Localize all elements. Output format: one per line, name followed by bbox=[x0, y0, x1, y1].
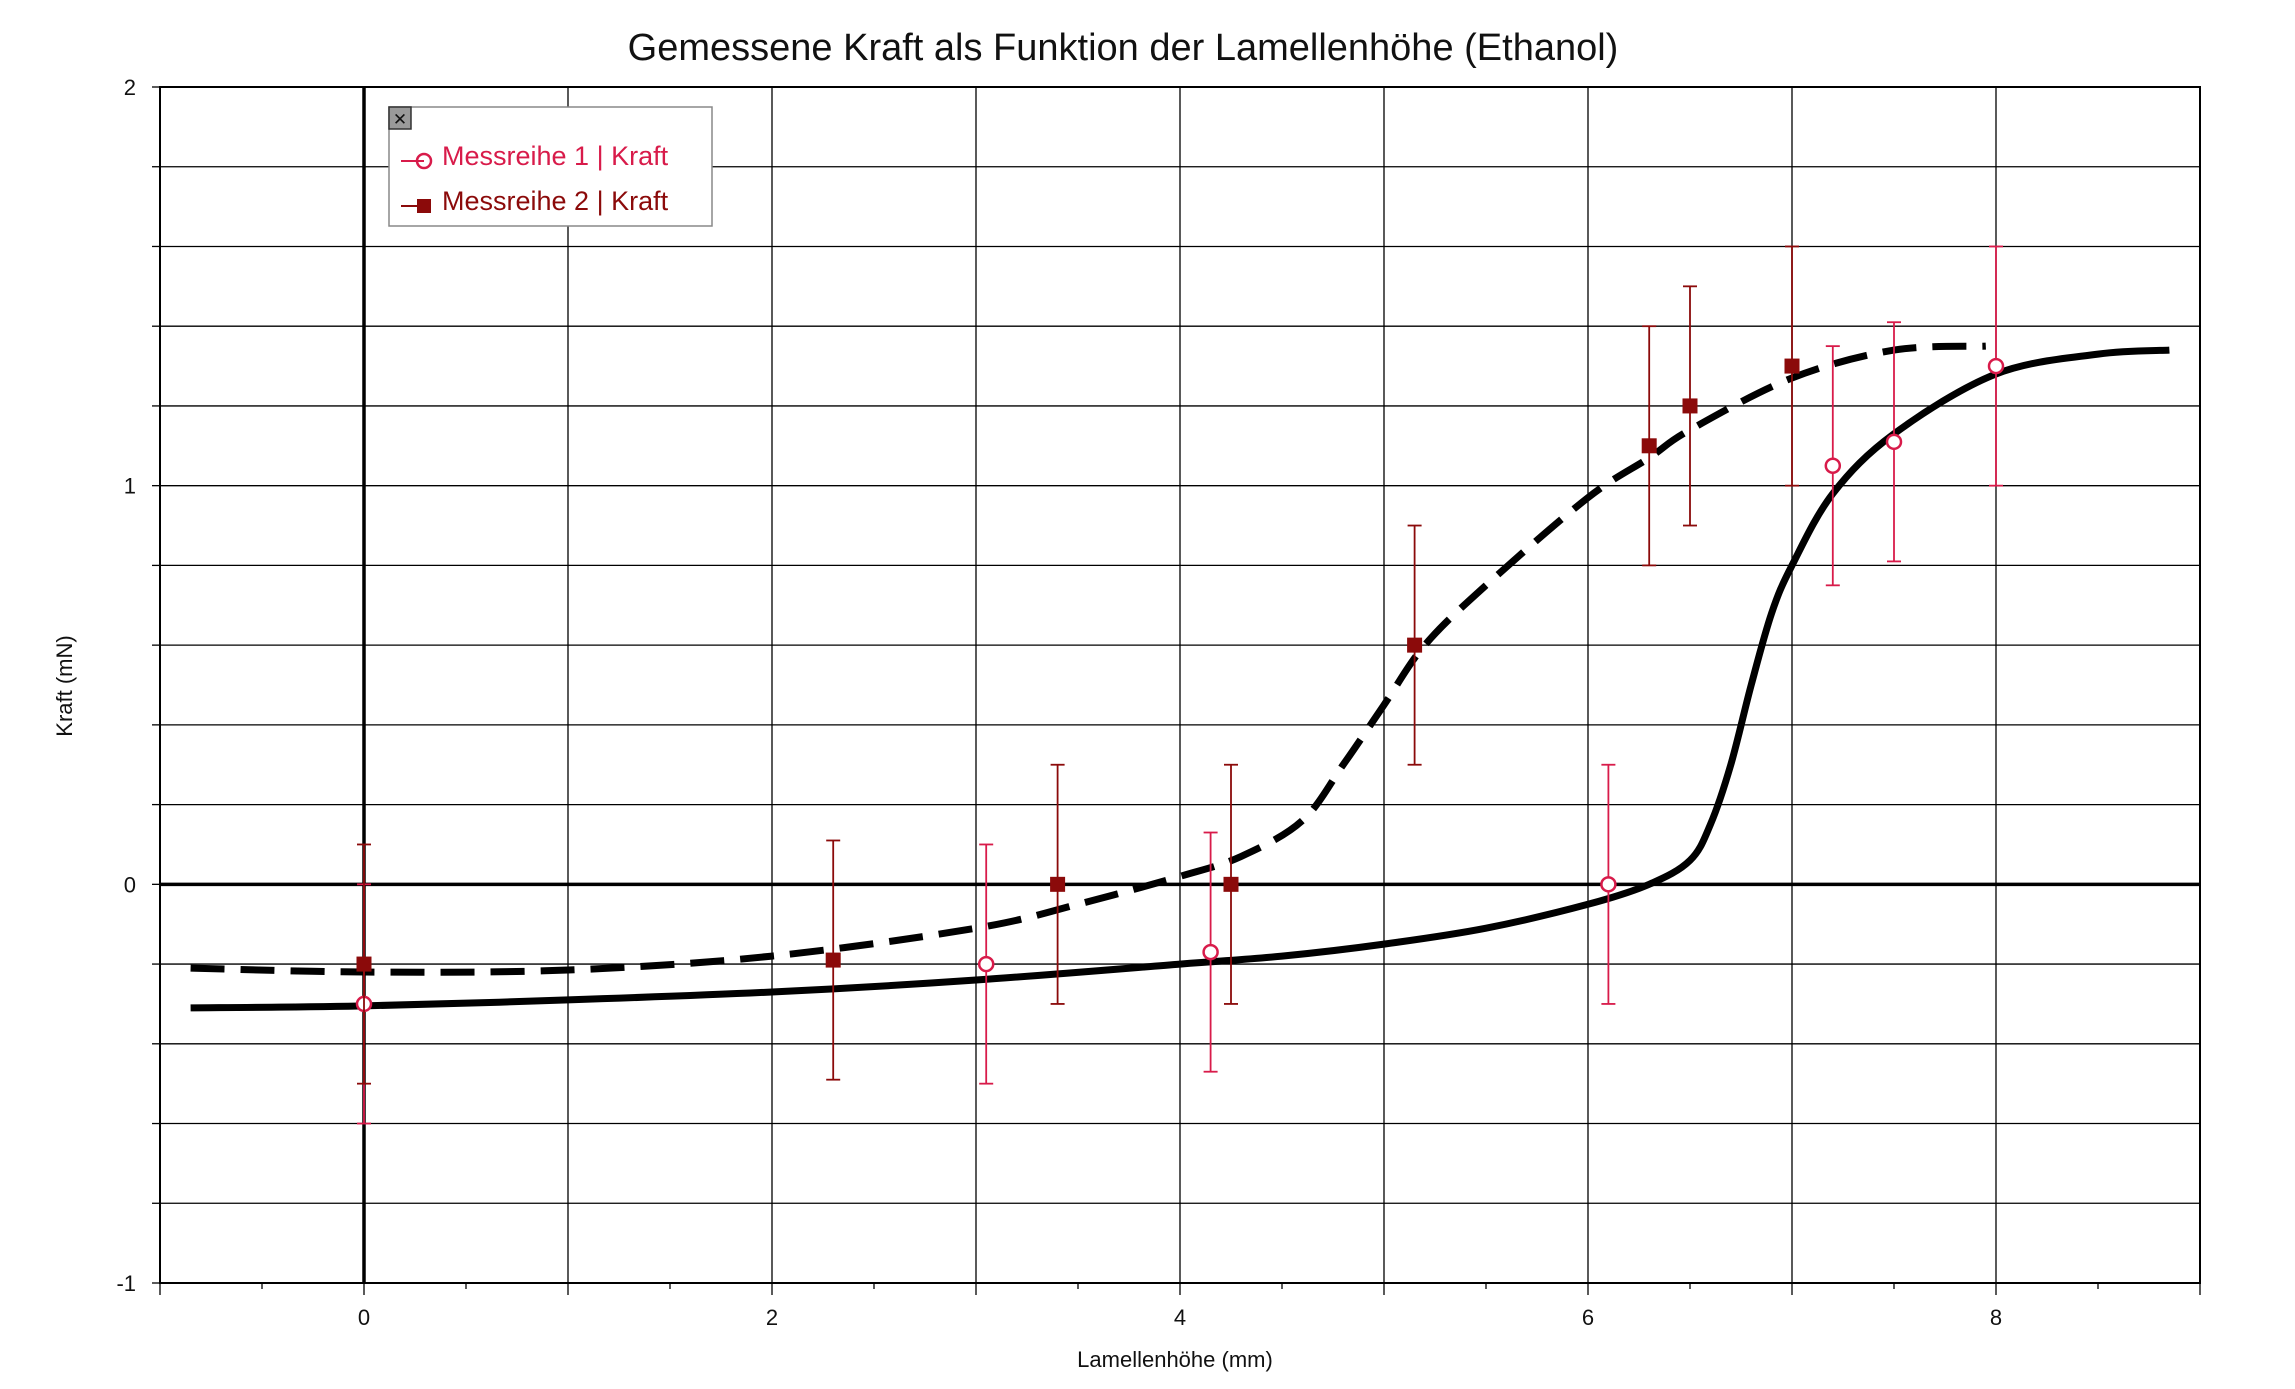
data-point bbox=[1407, 637, 1423, 653]
fit-curve-dashed bbox=[190, 342, 1986, 976]
data-point bbox=[1641, 438, 1657, 454]
legend-marker-2 bbox=[417, 199, 431, 213]
legend-label-1: Messreihe 1 | Kraft bbox=[442, 141, 669, 171]
x-tick-label: 8 bbox=[1990, 1305, 2002, 1330]
legend-marker-1 bbox=[415, 152, 433, 170]
data-point bbox=[1784, 358, 1800, 374]
data-point bbox=[1050, 876, 1066, 892]
y-axis-label: Kraft (mN) bbox=[52, 635, 77, 736]
tick-labels: 0 2 4 6 8 -1 0 1 2 bbox=[116, 75, 2002, 1330]
data-point bbox=[825, 952, 841, 968]
legend-label-2: Messreihe 2 | Kraft bbox=[442, 186, 669, 216]
y-tick-label: -1 bbox=[116, 1271, 136, 1296]
legend-box bbox=[388, 106, 713, 227]
legend-close-button[interactable]: ✕ bbox=[388, 106, 412, 130]
data-point bbox=[1885, 433, 1903, 451]
legend-item-2: Messreihe 2 | Kraft bbox=[401, 186, 669, 216]
chart-title: Gemessene Kraft als Funktion der Lamelle… bbox=[628, 27, 1619, 69]
x-tick-label: 6 bbox=[1582, 1305, 1594, 1330]
axes bbox=[152, 86, 2201, 1295]
close-icon[interactable] bbox=[388, 106, 412, 130]
x-axis-label: Lamellenhöhe (mm) bbox=[1077, 1347, 1273, 1372]
data-point bbox=[977, 955, 995, 973]
x-tick-label: 0 bbox=[358, 1305, 370, 1330]
legend-item-1: Messreihe 1 | Kraft bbox=[401, 141, 669, 171]
data-series bbox=[355, 245, 2005, 1125]
y-tick-label: 2 bbox=[124, 75, 136, 100]
fit-curves bbox=[190, 342, 2170, 1012]
x-tick-label: 2 bbox=[766, 1305, 778, 1330]
legend-close-glyph: ✕ bbox=[393, 110, 407, 130]
data-point bbox=[1682, 398, 1698, 414]
data-point bbox=[1600, 876, 1617, 893]
series-2 bbox=[356, 245, 1800, 1085]
y-tick-label: 1 bbox=[124, 474, 136, 499]
x-tick-label: 4 bbox=[1174, 1305, 1186, 1330]
data-point bbox=[1987, 357, 2005, 375]
y-tick-label: 0 bbox=[124, 872, 136, 897]
legend[interactable]: ✕ Messreihe 1 | Kraft Messreihe 2 | Kraf… bbox=[388, 106, 713, 227]
data-point bbox=[1223, 876, 1239, 892]
fit-curve-solid bbox=[190, 346, 2170, 1012]
data-point bbox=[1824, 457, 1842, 474]
series-1 bbox=[355, 245, 2005, 1125]
grid bbox=[159, 86, 2201, 1284]
data-point bbox=[356, 956, 372, 972]
data-point bbox=[1202, 943, 1219, 961]
